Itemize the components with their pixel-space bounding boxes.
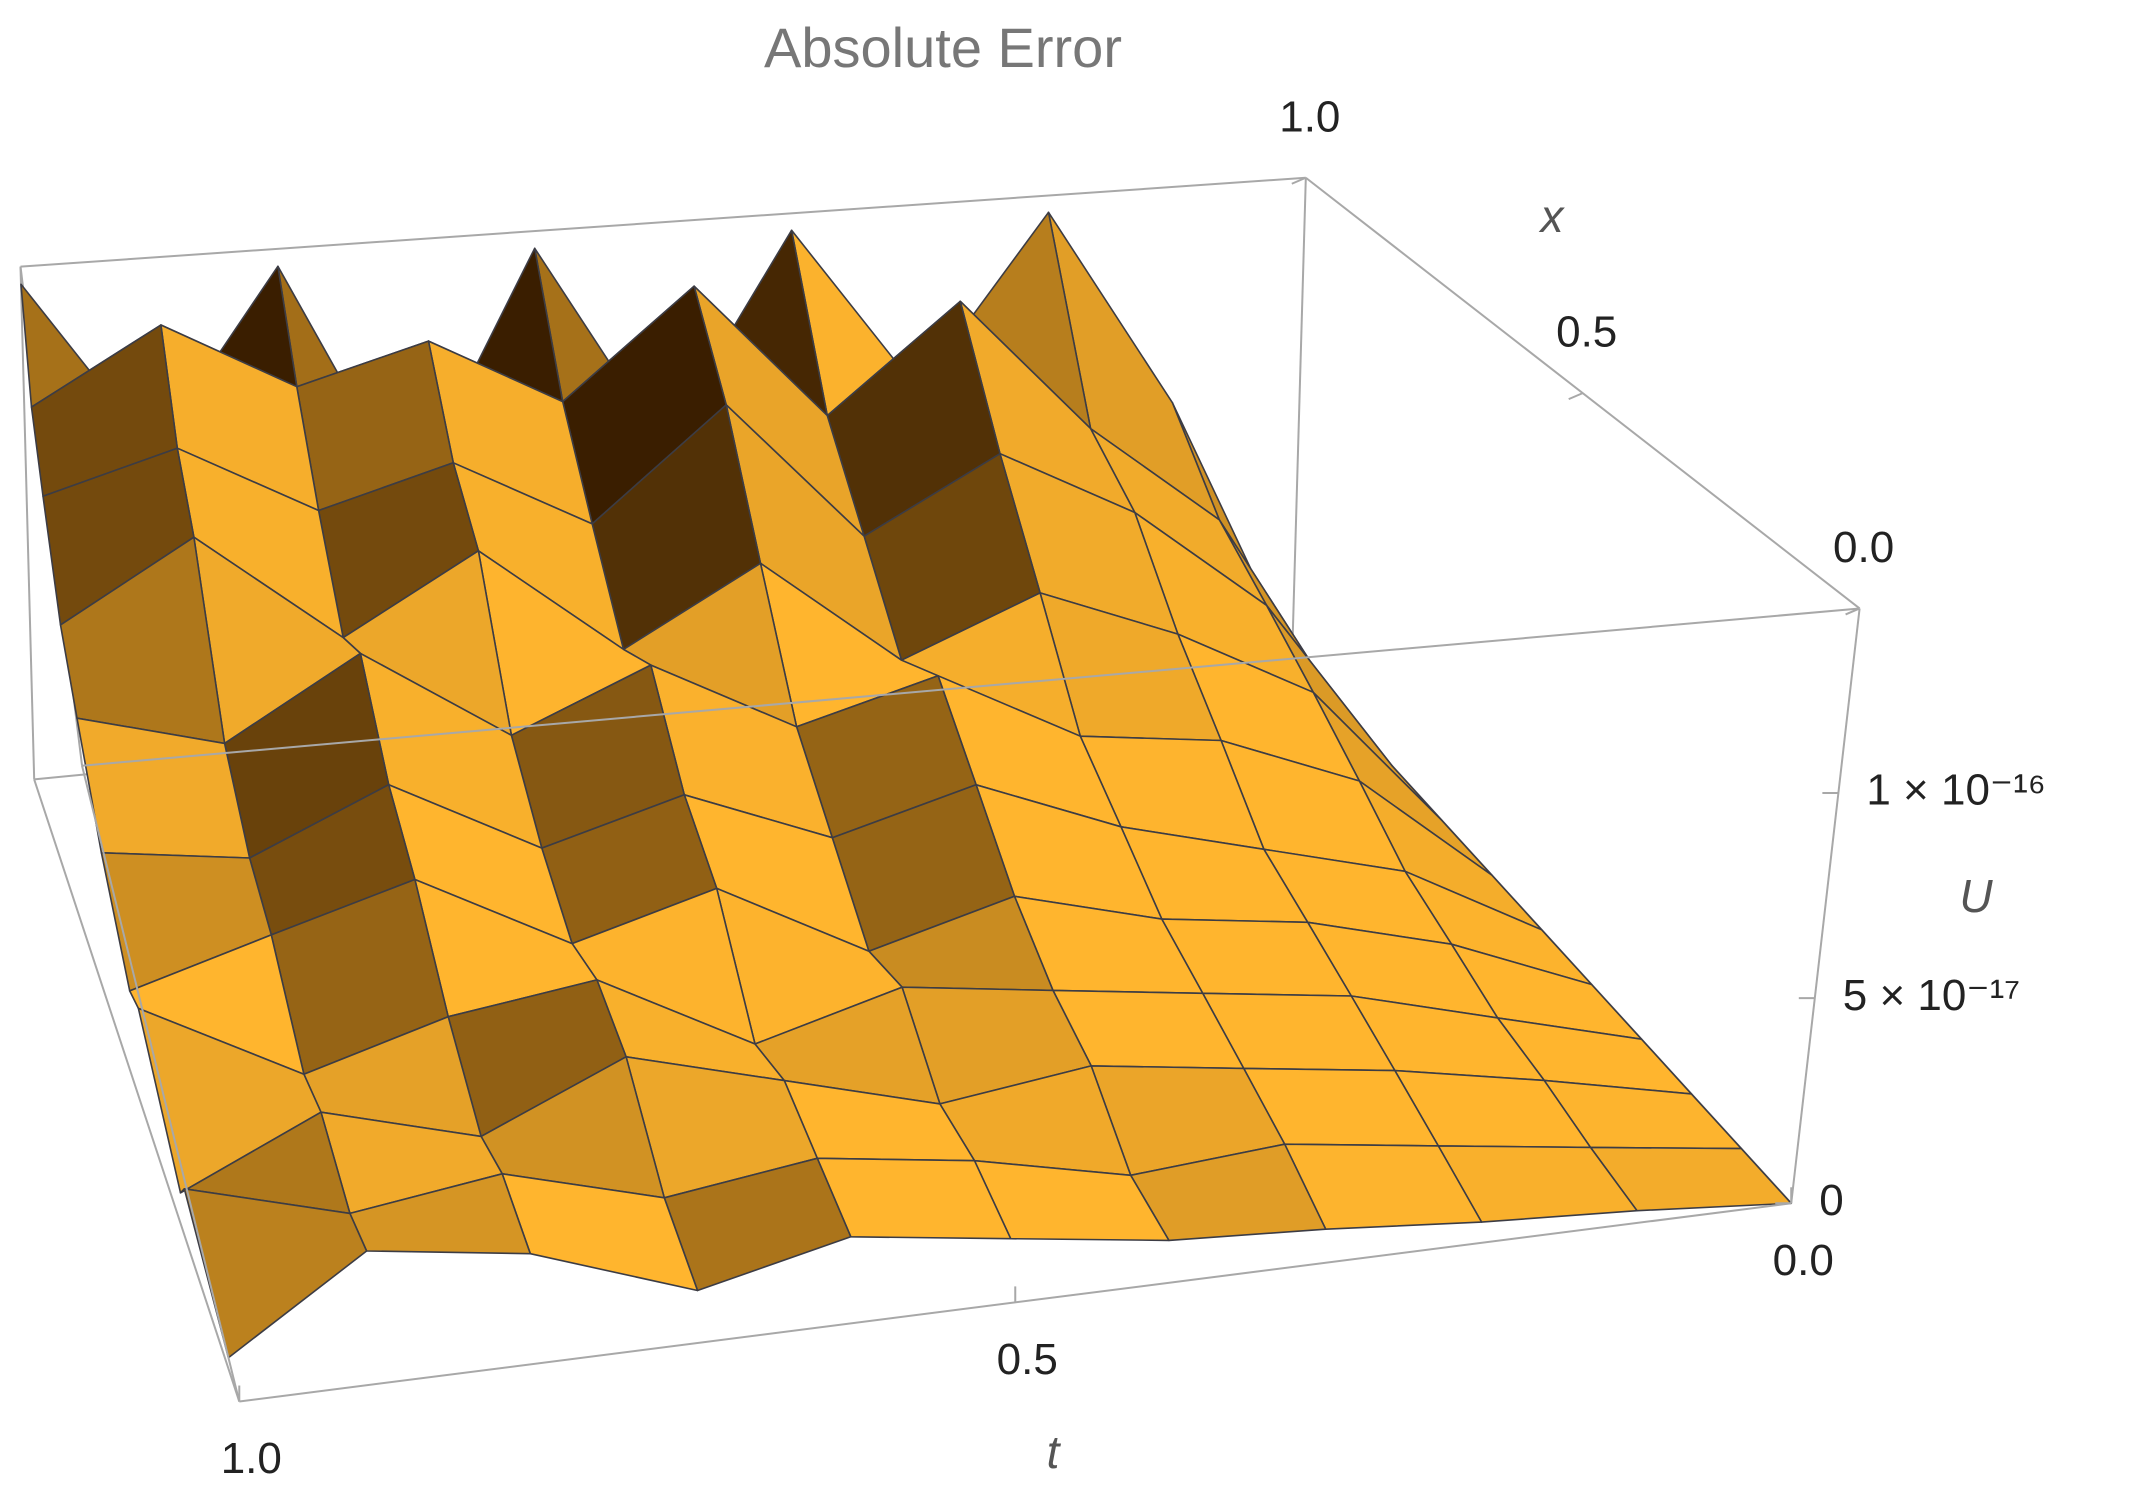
- x-tick: [1568, 392, 1584, 401]
- z-tick-label: 5 × 10⁻¹⁷: [1843, 971, 2020, 1020]
- box-edge: [1291, 177, 1307, 657]
- labels: 0.0 0.5 1.0 0.0 0.5 1.0 0 5 × 10⁻¹⁷ 1 × 10⁻¹⁶: [221, 92, 2046, 1483]
- t-axis-title: t: [1047, 1426, 1062, 1478]
- box-edge: [81, 607, 1860, 767]
- x-tick-label: 0.5: [1556, 308, 1617, 357]
- surface: [20, 211, 1792, 1359]
- box-edge: [1790, 608, 1861, 1204]
- z-tick-label: 0: [1819, 1176, 1843, 1225]
- x-tick-label: 1.0: [1279, 92, 1340, 141]
- t-tick-label: 0.0: [1773, 1236, 1834, 1285]
- box-edge: [20, 176, 1306, 268]
- z-tick-label: 1 × 10⁻¹⁶: [1866, 766, 2046, 815]
- x-axis-title: x: [1539, 190, 1566, 242]
- u-axis-title: U: [1959, 870, 1993, 922]
- box-edge: [81, 765, 241, 1402]
- x-tick-label: 0.0: [1833, 523, 1894, 572]
- t-tick-label: 0.5: [997, 1335, 1058, 1384]
- t-tick-label: 1.0: [221, 1434, 282, 1483]
- x-tick: [1291, 176, 1307, 185]
- chart-title: Absolute Error: [764, 16, 1122, 79]
- x-tick: [1845, 607, 1860, 616]
- box-edge: [19, 266, 36, 780]
- box-edge: [33, 779, 241, 1402]
- surface-patch: [183, 1188, 368, 1359]
